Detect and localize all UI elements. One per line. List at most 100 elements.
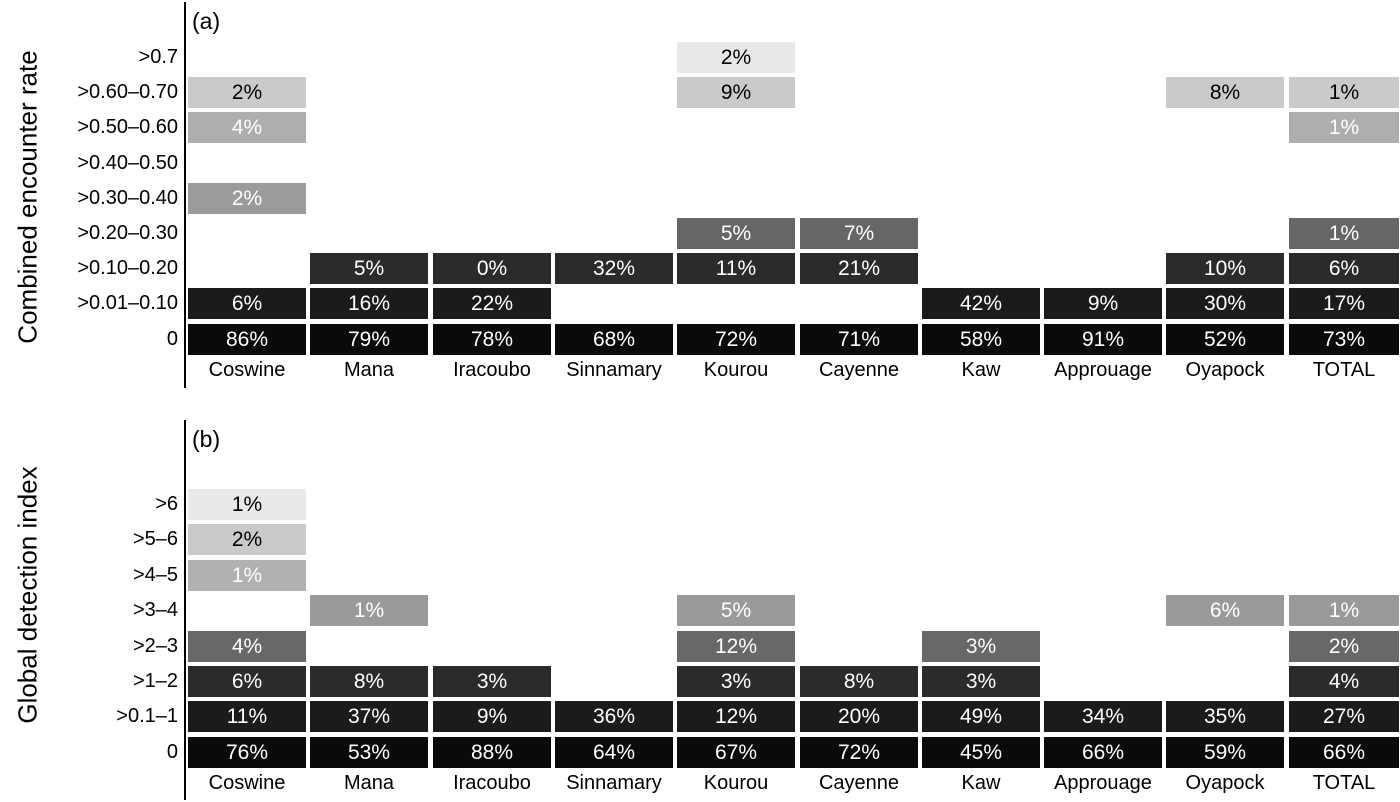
heatmap-cell: 68% — [555, 324, 673, 355]
heatmap-cell: 59% — [1166, 737, 1284, 768]
heatmap-cell: 11% — [188, 701, 306, 732]
panel-tag: (b) — [192, 426, 221, 452]
panel-tag: (a) — [192, 8, 221, 34]
x-category-label: Coswine — [208, 359, 286, 381]
heatmap-cell: 2% — [188, 183, 306, 214]
heatmap-cell: 3% — [922, 666, 1040, 697]
heatmap-cell: 1% — [188, 489, 306, 520]
heatmap-cell: 8% — [1166, 77, 1284, 108]
heatmap-cell: 27% — [1289, 701, 1399, 732]
y-axis-line — [184, 2, 186, 388]
heatmap-cell: 1% — [1289, 112, 1399, 143]
heatmap-cell: 2% — [188, 77, 306, 108]
x-category-label: TOTAL — [1312, 359, 1376, 381]
heatmap-cell: 79% — [310, 324, 428, 355]
x-category-label: Sinnamary — [566, 359, 662, 381]
heatmap-cell: 71% — [800, 324, 918, 355]
heatmap-cell: 7% — [800, 218, 918, 249]
heatmap-cell: 67% — [677, 737, 795, 768]
x-category-label: Mana — [343, 359, 395, 381]
heatmap-cell: 12% — [677, 631, 795, 662]
y-tick-label: >0.30–0.40 — [77, 187, 178, 209]
heatmap-cell: 35% — [1166, 701, 1284, 732]
x-category-label: Kaw — [961, 359, 1001, 381]
heatmap-cell: 73% — [1289, 324, 1399, 355]
heatmap-cell: 9% — [677, 77, 795, 108]
heatmap-cell: 66% — [1289, 737, 1399, 768]
x-category-label: Iracoubo — [453, 772, 531, 794]
heatmap-cell: 4% — [1289, 666, 1399, 697]
heatmap-cell: 6% — [1289, 253, 1399, 284]
heatmap-cell: 2% — [188, 524, 306, 555]
x-category-label: Coswine — [208, 772, 286, 794]
heatmap-cell: 21% — [800, 253, 918, 284]
y-tick-label: >4–5 — [132, 564, 178, 586]
heatmap-cell: 22% — [433, 288, 551, 319]
heatmap-cell: 6% — [1166, 595, 1284, 626]
y-tick-label: >2–3 — [132, 635, 178, 657]
heatmap-cell: 1% — [1289, 77, 1399, 108]
heatmap-cell: 64% — [555, 737, 673, 768]
heatmap-cell: 37% — [310, 701, 428, 732]
heatmap-cell: 2% — [1289, 631, 1399, 662]
heatmap-cell: 78% — [433, 324, 551, 355]
x-category-label: TOTAL — [1312, 772, 1376, 794]
heatmap-cell: 52% — [1166, 324, 1284, 355]
heatmap-cell: 88% — [433, 737, 551, 768]
heatmap-cell: 9% — [433, 701, 551, 732]
heatmap-cell: 4% — [188, 631, 306, 662]
y-tick-label: >3–4 — [132, 599, 178, 621]
heatmap-cell: 30% — [1166, 288, 1284, 319]
x-category-label: Iracoubo — [453, 359, 531, 381]
y-tick-label: >0.10–0.20 — [77, 257, 178, 279]
heatmap-cell: 16% — [310, 288, 428, 319]
heatmap-cell: 1% — [188, 560, 306, 591]
x-category-label: Approuage — [1054, 359, 1152, 381]
heatmap-cell: 58% — [922, 324, 1040, 355]
heatmap-cell: 8% — [310, 666, 428, 697]
y-tick-label: >0.20–0.30 — [77, 222, 178, 244]
heatmap-cell: 42% — [922, 288, 1040, 319]
x-category-label: Kourou — [703, 359, 769, 381]
x-category-label: Oyapock — [1185, 772, 1265, 794]
x-category-label: Oyapock — [1185, 359, 1265, 381]
x-category-label: Approuage — [1054, 772, 1152, 794]
heatmap-cell: 1% — [310, 595, 428, 626]
heatmap-cell: 8% — [800, 666, 918, 697]
y-tick-label: 0 — [166, 741, 178, 763]
heatmap-cell: 3% — [677, 666, 795, 697]
x-category-label: Cayenne — [818, 359, 900, 381]
x-category-label: Sinnamary — [566, 772, 662, 794]
heatmap-cell: 17% — [1289, 288, 1399, 319]
heatmap-cell: 5% — [677, 595, 795, 626]
x-category-label: Mana — [343, 772, 395, 794]
heatmap-cell: 9% — [1044, 288, 1162, 319]
heatmap-cell: 1% — [1289, 595, 1399, 626]
y-tick-label: >0.01–0.10 — [77, 292, 178, 314]
heatmap-cell: 49% — [922, 701, 1040, 732]
x-category-label: Kourou — [703, 772, 769, 794]
heatmap-cell: 32% — [555, 253, 673, 284]
heatmap-cell: 3% — [433, 666, 551, 697]
heatmap-cell: 6% — [188, 666, 306, 697]
y-axis-line — [184, 420, 186, 800]
heatmap-cell: 86% — [188, 324, 306, 355]
y-tick-label: >0.7 — [138, 46, 178, 68]
heatmap-cell: 72% — [800, 737, 918, 768]
heatmap-cell: 5% — [677, 218, 795, 249]
heatmap-cell: 12% — [677, 701, 795, 732]
heatmap-cell: 11% — [677, 253, 795, 284]
heatmap-cell: 53% — [310, 737, 428, 768]
y-tick-label: >5–6 — [132, 528, 178, 550]
y-tick-label: 0 — [166, 328, 178, 350]
heatmap-cell: 6% — [188, 288, 306, 319]
heatmap-cell: 1% — [1289, 218, 1399, 249]
heatmap-cell: 3% — [922, 631, 1040, 662]
y-tick-label: >1–2 — [132, 670, 178, 692]
heatmap-cell: 10% — [1166, 253, 1284, 284]
heatmap-cell: 2% — [677, 42, 795, 73]
heatmap-cell: 66% — [1044, 737, 1162, 768]
heatmap-cell: 36% — [555, 701, 673, 732]
